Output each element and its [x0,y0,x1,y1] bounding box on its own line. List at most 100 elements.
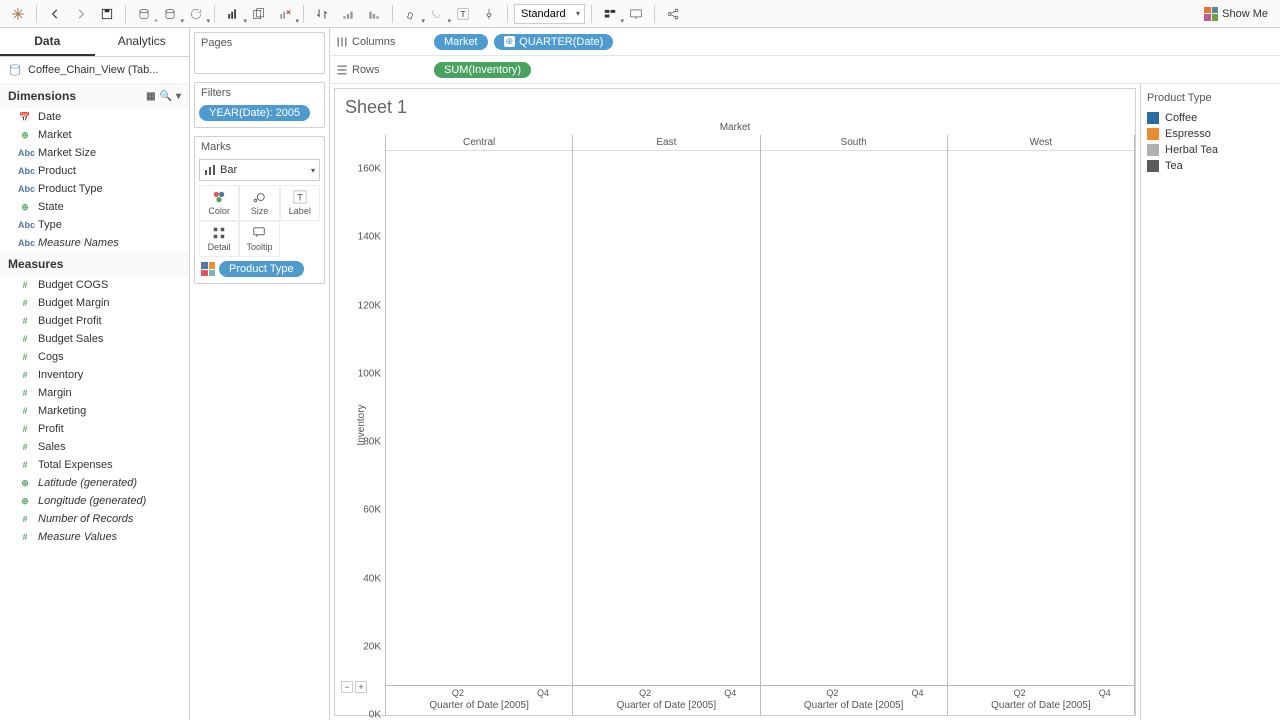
tab-data[interactable]: Data [0,28,95,56]
tableau-logo-icon[interactable] [6,3,30,25]
share-button[interactable] [661,3,685,25]
panel-west: WestQ1Q2Q3Q4Quarter of Date [2005] [948,135,1135,715]
highlight-button[interactable]: ▾ [399,3,423,25]
field-measure-values[interactable]: #Measure Values [0,528,189,546]
panel-south: SouthQ1Q2Q3Q4Quarter of Date [2005] [761,135,948,715]
market-header: Market [335,122,1135,135]
field-cogs[interactable]: #Cogs [0,348,189,366]
field-state[interactable]: ⊕State [0,198,189,216]
field-product-type[interactable]: AbcProduct Type [0,180,189,198]
presentation-button[interactable] [624,3,648,25]
viz-canvas: Sheet 1 Market Inventory 0K20K40K60K80K1… [334,88,1136,716]
pause-updates-button[interactable]: ▾ [158,3,182,25]
sort-asc-button[interactable] [336,3,360,25]
sort-desc-button[interactable] [362,3,386,25]
mark-type-select[interactable]: Bar [199,159,320,181]
sheet-title[interactable]: Sheet 1 [335,89,1135,122]
show-me-button[interactable]: Show Me [1198,7,1274,21]
field-budget-margin[interactable]: #Budget Margin [0,294,189,312]
new-worksheet-button[interactable]: ▾ [221,3,245,25]
panel-central: CentralQ1Q2Q3Q4Quarter of Date [2005] [386,135,573,715]
field-number-of-records[interactable]: #Number of Records [0,510,189,528]
mark-detail-button[interactable]: Detail [199,221,239,257]
rows-label: Rows [352,64,380,76]
filter-pill-year[interactable]: YEAR(Date): 2005 [199,105,310,121]
group-button[interactable]: ▾ [425,3,449,25]
mark-size-button[interactable]: Size [239,185,279,221]
clear-sheet-button[interactable]: ▾ [273,3,297,25]
x-axis-label: Quarter of Date [2005] [761,698,947,715]
swap-button[interactable] [310,3,334,25]
duplicate-sheet-button[interactable] [247,3,271,25]
field-product[interactable]: AbcProduct [0,162,189,180]
field-profit[interactable]: #Profit [0,420,189,438]
field-sales[interactable]: #Sales [0,438,189,456]
field-measure-names[interactable]: AbcMeasure Names [0,234,189,252]
x-axis-label: Quarter of Date [2005] [948,698,1134,715]
datasource-icon [8,63,22,77]
field-market-size[interactable]: AbcMarket Size [0,144,189,162]
panel-header: South [761,135,947,151]
mark-tooltip-button[interactable]: Tooltip [239,221,279,257]
column-pill-1[interactable]: ⊕ QUARTER(Date) [494,34,614,50]
mark-color-button[interactable]: Color [199,185,239,221]
new-datasource-button[interactable]: + [132,3,156,25]
collapse-button[interactable]: − [341,681,353,693]
field-marketing[interactable]: #Marketing [0,402,189,420]
field-budget-profit[interactable]: #Budget Profit [0,312,189,330]
y-tick: 20K [363,641,381,652]
y-tick: 100K [358,368,381,379]
expand-button[interactable]: + [355,681,367,693]
svg-text:T: T [461,9,466,18]
svg-text:T: T [297,193,303,204]
legend-item-herbal-tea[interactable]: Herbal Tea [1147,142,1274,158]
field-margin[interactable]: #Margin [0,384,189,402]
row-pill-0[interactable]: SUM(Inventory) [434,62,531,78]
text-label-button[interactable]: T [451,3,475,25]
back-button[interactable] [43,3,67,25]
measures-header: Measures [0,252,189,276]
pin-button[interactable] [477,3,501,25]
bar-icon [204,164,216,176]
field-longitude-generated-[interactable]: ⊕Longitude (generated) [0,492,189,510]
field-total-expenses[interactable]: #Total Expenses [0,456,189,474]
legend-item-coffee[interactable]: Coffee [1147,110,1274,126]
field-latitude-generated-[interactable]: ⊕Latitude (generated) [0,474,189,492]
forward-button[interactable] [69,3,93,25]
field-inventory[interactable]: #Inventory [0,366,189,384]
legend-item-tea[interactable]: Tea [1147,158,1274,174]
y-tick: 160K [358,164,381,175]
mark-label-button[interactable]: TLabel [280,185,320,221]
column-pill-0[interactable]: Market [434,34,488,50]
top-toolbar: + ▾ ▾ ▾ ▾ ▾ ▾ T Standard ▾ Show Me [0,0,1280,28]
x-axis-label: Quarter of Date [2005] [386,698,572,715]
field-budget-sales[interactable]: #Budget Sales [0,330,189,348]
columns-shelf[interactable]: Columns Market⊕ QUARTER(Date) [330,28,1280,56]
search-icon[interactable]: 🔍 [160,91,172,102]
filters-title: Filters [195,83,324,103]
save-button[interactable] [95,3,119,25]
field-date[interactable]: 📅Date [0,108,189,126]
legend-title: Product Type [1147,90,1274,110]
datasource-row[interactable]: Coffee_Chain_View (Tab... [0,57,189,84]
show-cards-button[interactable]: ▾ [598,3,622,25]
fit-select[interactable]: Standard [514,4,585,24]
pages-card[interactable]: Pages [194,32,325,74]
tab-analytics[interactable]: Analytics [95,28,190,56]
filters-card[interactable]: Filters YEAR(Date): 2005 [194,82,325,128]
y-tick: 60K [363,505,381,516]
field-market[interactable]: ⊕Market [0,126,189,144]
refresh-button[interactable]: ▾ [184,3,208,25]
size-icon [252,190,266,204]
legend-item-espresso[interactable]: Espresso [1147,126,1274,142]
field-budget-cogs[interactable]: #Budget COGS [0,276,189,294]
color-pill-product-type[interactable]: Product Type [219,261,304,277]
rows-shelf[interactable]: Rows SUM(Inventory) [330,56,1280,84]
y-tick: 40K [363,573,381,584]
y-tick: 80K [363,437,381,448]
field-type[interactable]: AbcType [0,216,189,234]
view-icon[interactable]: ▦ [146,91,155,102]
label-icon: T [293,190,307,204]
menu-caret-icon[interactable]: ▾ [176,91,181,102]
marks-title: Marks [195,137,324,157]
